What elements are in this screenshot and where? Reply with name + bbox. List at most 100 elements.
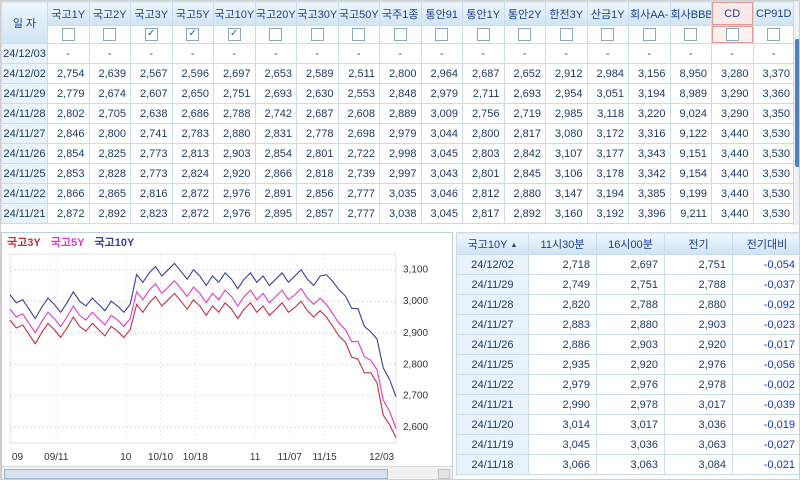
checkbox-cell-회사BBB- [670,26,712,44]
checkbox-cell-회사AA- [629,26,671,44]
column-header-산금1Y: 산금1Y [587,2,629,26]
table-row: 24/12/022,7542,6392,5672,5962,6972,6532,… [2,64,795,84]
value-cell: 2,693 [504,84,546,104]
x-axis-label: 10/10 [148,452,173,463]
value-cell: 3,051 [587,84,629,104]
value-cell: 2,866 [255,164,297,184]
value-cell: 2,831 [255,124,297,144]
column-checkbox-국고20Y[interactable] [269,28,282,41]
checkbox-cell-산금1Y [587,26,629,44]
value-cell: 2,976 [214,184,256,204]
value-cell: 2,976 [214,204,256,224]
value-cell: 2,567 [131,64,173,84]
column-checkbox-CP91D[interactable] [767,28,780,41]
date-cell: 24/12/02 [2,64,48,84]
value-cell: 2,653 [255,64,297,84]
value-cell: 3,046 [421,184,463,204]
value-cell: 2,650 [172,84,214,104]
value-cell: 3,045 [421,144,463,164]
value-cell: -0,027 [733,435,800,455]
x-axis-label: 11/07 [278,452,303,463]
value-cell: 2,892 [89,204,131,224]
value-cell: 2,800 [380,64,422,84]
checkbox-cell-국고2Y [89,26,131,44]
value-cell: 3,350 [753,104,795,124]
value-cell: 2,920 [665,335,733,355]
column-checkbox-회사AA-[interactable] [643,28,656,41]
value-cell: 9,211 [670,204,712,224]
value-cell: 2,741 [131,124,173,144]
date-cell: 24/11/21 [2,204,48,224]
value-cell: 3,066 [529,455,597,475]
value-cell: 2,639 [89,64,131,84]
column-checkbox-국고50Y[interactable] [352,28,365,41]
value-cell: 2,920 [597,355,665,375]
yield-chart: 2,6002,7002,8002,9003,0003,1000909/11101… [2,248,452,468]
value-cell: - [172,44,214,64]
column-header-국고3Y: 국고3Y [131,2,173,26]
value-cell: 3,172 [587,124,629,144]
checkbox-cell-국주1종 [380,26,422,44]
table-row: 24/11/222,8662,8652,8162,8722,9762,8912,… [2,184,795,204]
yield-table-section: 일 자국고1Y국고2Y국고3Y국고5Y국고10Y국고20Y국고30Y국고50Y국… [1,1,800,227]
value-cell: 2,976 [597,375,665,395]
column-checkbox-국고2Y[interactable] [103,28,116,41]
value-cell: 3,156 [629,64,671,84]
value-cell: 3,036 [597,435,665,455]
column-checkbox-통안2Y[interactable] [518,28,531,41]
column-checkbox-한전3Y[interactable] [560,28,573,41]
vertical-scrollbar-thumb[interactable] [795,39,800,167]
table-row: 24/11/292,7792,6742,6072,6502,7512,6932,… [2,84,795,104]
value-cell: 3,220 [629,104,671,124]
value-cell: - [670,44,712,64]
column-header-통안2Y: 통안2Y [504,2,546,26]
horizontal-scrollbar[interactable] [2,466,452,480]
value-cell: 2,817 [463,204,505,224]
column-checkbox-통안1Y[interactable] [477,28,490,41]
value-cell: 2,638 [131,104,173,124]
column-checkbox-회사BBB-[interactable] [684,28,697,41]
column-checkbox-국고5Y[interactable]: ✓ [186,28,199,41]
column-header-16시00분: 16시00분 [597,233,665,255]
column-checkbox-국고30Y[interactable] [311,28,324,41]
table-row: 24/11/262,8862,9032,920-0,017 [457,335,800,355]
value-cell: - [712,44,754,64]
value-cell: 2,978 [665,375,733,395]
column-checkbox-통안91[interactable] [435,28,448,41]
column-checkbox-국고3Y[interactable]: ✓ [145,28,158,41]
value-cell: -0,019 [733,415,800,435]
value-cell: 2,817 [504,124,546,144]
column-checkbox-국고1Y[interactable] [62,28,75,41]
column-header-CD: CD [712,2,754,26]
value-cell: 3,396 [629,204,671,224]
value-cell: 2,589 [297,64,339,84]
horizontal-scrollbar-thumb[interactable] [4,469,388,479]
column-checkbox-산금1Y[interactable] [601,28,614,41]
vertical-scrollbar[interactable] [793,1,800,225]
date-cell: 24/11/18 [457,455,529,475]
horizontal-scrollbar-endcap[interactable] [438,469,450,479]
value-cell: 2,903 [214,144,256,164]
value-cell: 2,813 [172,144,214,164]
column-header-국고10Y[interactable]: 국고10Y▲ [457,233,529,255]
checkbox-cell-국고10Y: ✓ [214,26,256,44]
column-checkbox-CD[interactable] [726,28,739,41]
column-checkbox-국주1종[interactable] [394,28,407,41]
value-cell: 2,985 [546,104,588,124]
table-row: 24/11/292,7492,7512,788-0,037 [457,275,800,295]
value-cell: 2,866 [48,184,90,204]
value-cell: - [380,44,422,64]
value-cell: 2,998 [380,144,422,164]
value-cell: 2,697 [214,64,256,84]
value-cell: - [629,44,671,64]
value-cell: 2,848 [380,84,422,104]
value-cell: 2,777 [338,184,380,204]
value-cell: 2,803 [463,144,505,164]
value-cell: 2,912 [546,64,588,84]
column-checkbox-국고10Y[interactable]: ✓ [228,28,241,41]
checkbox-cell-통안1Y [463,26,505,44]
checkbox-cell-국고20Y [255,26,297,44]
x-axis-label: 10 [120,452,132,463]
column-header-전기대비: 전기대비 [733,233,800,255]
table-row: 24/11/262,8542,8252,7732,8132,9032,8542,… [2,144,795,164]
